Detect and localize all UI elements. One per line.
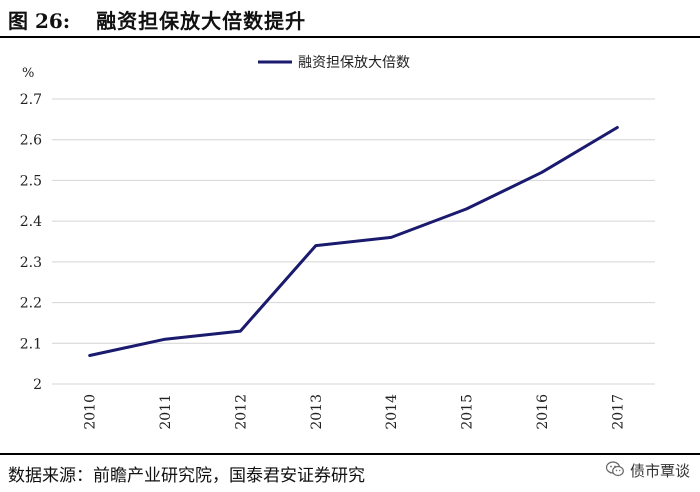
legend: 融资担保放大倍数 [258, 55, 410, 71]
top-rule [0, 36, 700, 38]
series-lines [88, 126, 619, 357]
x-tick-label: 2013 [309, 394, 325, 430]
x-tick-label: 2010 [83, 394, 99, 430]
source-note: 数据来源：前瞻产业研究院，国泰君安证券研究 [8, 466, 365, 486]
y-tick-label: 2.7 [20, 92, 42, 108]
figure-title: 图 26: 融资担保放大倍数提升 [8, 2, 306, 36]
y-tick-label: 2.1 [20, 336, 42, 352]
x-tick-label: 2012 [233, 394, 249, 430]
chart: 2 2.1 2.2 2.3 2.4 2.5 2.6 2.7 2010 2011 2012 2013 2… [0, 38, 700, 453]
x-tick-label: 2016 [535, 394, 551, 430]
y-tick-label: 2.6 [20, 133, 42, 149]
y-axis-unit: % [22, 66, 34, 81]
y-tick-label: 2 [33, 377, 42, 393]
line-chart: 22.12.22.32.42.52.62.7 2010 2011 2012 2013 2… [20, 55, 655, 430]
y-tick-label: 2.4 [20, 214, 42, 230]
y-tick-label: 2.2 [20, 296, 42, 312]
figure-title-text: 融资担保放大倍数提升 [96, 8, 307, 33]
y-tick-label: 2.5 [20, 173, 42, 189]
y-tick-label: 2.3 [20, 255, 42, 271]
y-tick-labels: 2 2.1 2.2 2.3 2.4 2.5 2.6 2.7 [20, 92, 42, 393]
x-tick-label: 2011 [158, 394, 174, 430]
bottom-rule [0, 453, 700, 455]
x-tick-labels: 2010 2011 2012 2013 2014 2015 2016 2017 [83, 394, 627, 430]
x-tick-label: 2014 [384, 394, 400, 430]
grid-lines [52, 98, 655, 385]
x-tick-label: 2017 [610, 394, 626, 430]
wechat-icon [605, 460, 624, 481]
legend-label: 融资担保放大倍数 [298, 55, 410, 71]
watermark: 债市覃谈 [605, 460, 690, 481]
x-tick-label: 2015 [460, 394, 476, 430]
watermark-text: 债市覃谈 [629, 462, 690, 480]
figure-number: 图 26: [8, 8, 71, 33]
series-line [88, 126, 619, 357]
